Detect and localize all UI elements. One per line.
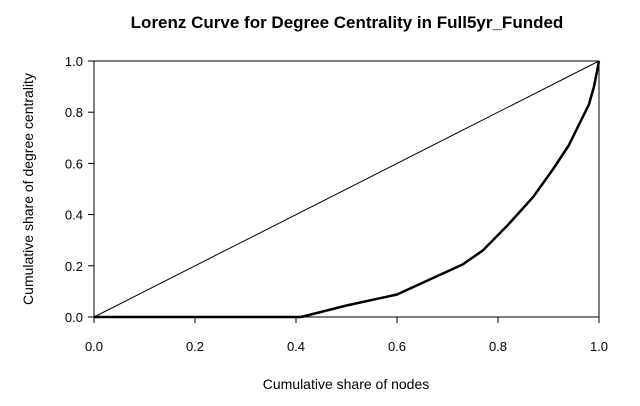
x-tick-label: 0.6 <box>388 339 406 354</box>
x-tick-label: 0.0 <box>85 339 103 354</box>
equality-line <box>93 60 600 318</box>
x-tick-label: 0.4 <box>287 339 305 354</box>
y-tick-label: 0.6 <box>65 156 83 171</box>
x-axis-label: Cumulative share of nodes <box>263 376 430 392</box>
chart-title: Lorenz Curve for Degree Centrality in Fu… <box>131 13 564 32</box>
x-tick-label: 0.2 <box>186 339 204 354</box>
y-tick-label: 0.8 <box>65 105 83 120</box>
y-tick-label: 1.0 <box>65 54 83 69</box>
y-tick-label: 0.0 <box>65 310 83 325</box>
x-axis: 0.0 0.2 0.4 0.6 0.8 1.0 <box>85 317 608 354</box>
x-tick-label: 1.0 <box>590 339 608 354</box>
y-tick-label: 0.4 <box>65 208 83 223</box>
plot-frame <box>93 60 600 318</box>
y-axis: 0.0 0.2 0.4 0.6 0.8 1.0 <box>65 54 94 325</box>
lorenz-curve <box>94 60 601 319</box>
y-tick-label: 0.2 <box>65 259 83 274</box>
y-axis-label: Cumulative share of degree centrality <box>20 73 36 305</box>
x-tick-label: 0.8 <box>489 339 507 354</box>
